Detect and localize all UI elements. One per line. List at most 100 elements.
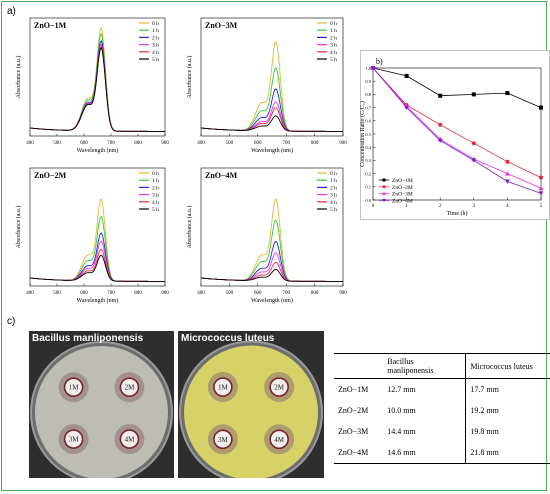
spectrum-line [200, 268, 343, 282]
table-cell: 17.7 mm [470, 385, 499, 394]
y-axis-label: Concentration Ratio (C/C₀) [360, 101, 366, 167]
x-tick-label: 5 [540, 204, 543, 209]
x-tick-label: 800 [311, 291, 319, 296]
legend-label: 2 h [330, 35, 337, 41]
x-axis-label: Wavelength (nm) [251, 297, 293, 304]
data-point [437, 138, 443, 143]
data-point [404, 73, 409, 78]
spectra-charts: 400 500 600 700 800 900 Wavelength (nm) Absorba… [15, 17, 347, 304]
legend-label: 0 h [330, 171, 337, 177]
legend-label: 0 h [330, 21, 337, 27]
x-tick-label: 3 [473, 204, 476, 209]
x-tick-label: 500 [53, 291, 61, 296]
table-cell: 21.8 mm [465, 442, 550, 464]
spectrum-line [200, 115, 343, 132]
well-label: 3M [69, 436, 80, 444]
data-point [404, 105, 409, 110]
data-point [438, 122, 443, 127]
table-header-row: Bacillus manliponensis Micrococcus luteu… [334, 353, 550, 379]
y-tick-label: 0.7 [365, 105, 371, 110]
x-tick-label: 400 [197, 141, 205, 146]
table-header-cell [334, 353, 384, 379]
legend-label: 1 h [330, 178, 337, 184]
x-tick-label: 800 [134, 291, 142, 296]
table-header-cell: Micrococcus luteus [465, 353, 550, 379]
x-tick-label: 500 [53, 141, 61, 146]
panel-b-border [360, 50, 550, 220]
data-point [539, 105, 543, 110]
x-axis-label: Time (h) [447, 210, 468, 217]
series-line [372, 67, 542, 108]
kinetics-chart: b) 0 1 2 3 4 5 0.0 0.1 0.2 0.3 0.4 0.5 0.6 0.7 0.8 0.9 1.… [360, 50, 550, 220]
x-tick-label: 900 [161, 291, 169, 296]
x-tick-label: 700 [282, 291, 290, 296]
legend-label: 3 h [152, 43, 159, 49]
y-tick-label: 0.0 [365, 198, 371, 203]
legend-label: 3 h [330, 193, 337, 199]
chart-title: ZnO−3M [205, 21, 238, 30]
x-tick-label: 800 [134, 141, 142, 146]
spectrum-chart: 400 500 600 700 800 900 Wavelength (nm) Absorba… [186, 167, 347, 304]
data-point [539, 175, 543, 180]
spectrum-line [29, 197, 165, 282]
x-tick-label: 400 [197, 291, 205, 296]
table-cell: 19.2 mm [470, 406, 499, 415]
table-cell: 14.6 mm [383, 442, 467, 464]
agar-well [269, 377, 289, 397]
legend-label: 4 h [152, 50, 159, 56]
well-label: 4M [274, 436, 285, 444]
legend-label: 2 h [330, 185, 337, 191]
photo-bacillus: 1M 2M 3M 4M Bacillus manliponensis [29, 331, 174, 478]
x-tick-label: 900 [339, 141, 347, 146]
series-line [372, 67, 542, 178]
spectrum-chart: 400 500 600 700 800 900 Wavelength (nm) Absorba… [15, 17, 169, 154]
table-row: ZnO−1M 12.7 mm 17.7 mm [334, 378, 550, 400]
panel-label-b: b) [376, 57, 383, 66]
chart-title: ZnO−4M [205, 171, 238, 180]
legend-label: 0 h [152, 171, 159, 177]
legend-label: 1 h [330, 28, 337, 34]
x-tick-label: 600 [80, 291, 88, 296]
x-tick-label: 1 [405, 204, 408, 209]
spectrum-line [29, 215, 165, 282]
table-cell: ZnO−1M [338, 385, 369, 394]
table-cell: 12.7 mm [383, 378, 467, 400]
table-cell: 14.4 mm [383, 421, 467, 442]
photo-micrococcus: 1M 2M 3M 4M Micrococcus luteus [178, 331, 324, 478]
legend-label: 4 h [152, 200, 159, 206]
x-tick-label: 600 [80, 141, 88, 146]
data-point [505, 159, 510, 164]
table-cell: 19.8 mm [470, 427, 499, 436]
spectrum-line [29, 46, 165, 132]
agar-well [213, 429, 233, 450]
table-cell: ZnO−3M [338, 427, 369, 436]
spectrum-line [29, 254, 165, 282]
data-point [505, 179, 510, 184]
y-axis-label: Absorbance (a.u.) [15, 56, 22, 99]
agar-surface [184, 345, 318, 478]
legend-label: 1 h [152, 178, 159, 184]
well-label: 1M [218, 384, 229, 392]
series-line [372, 67, 542, 194]
plot-frame [29, 17, 166, 137]
y-axis-label: Absorbance (a.u.) [15, 206, 22, 249]
data-point [438, 93, 443, 98]
plot-frame [200, 167, 344, 287]
panel-label-a: a) [7, 6, 16, 17]
x-tick-label: 600 [254, 141, 262, 146]
legend-label: ZnO−2M [392, 185, 413, 191]
legend-label: 5 h [152, 57, 159, 63]
data-point [382, 191, 386, 196]
legend-label: 4 h [330, 200, 337, 206]
legend-label: 2 h [152, 185, 159, 191]
x-tick-label: 700 [282, 141, 290, 146]
agar-well [213, 377, 233, 397]
well-label: 4M [125, 436, 135, 444]
table-cell: 10.0 mm [383, 400, 467, 421]
data-point [538, 191, 544, 196]
table-cell: ZnO−4M [334, 442, 384, 464]
well-label: 3M [218, 436, 229, 444]
agar-well [63, 429, 84, 449]
y-tick-label: 0.4 [365, 145, 371, 150]
